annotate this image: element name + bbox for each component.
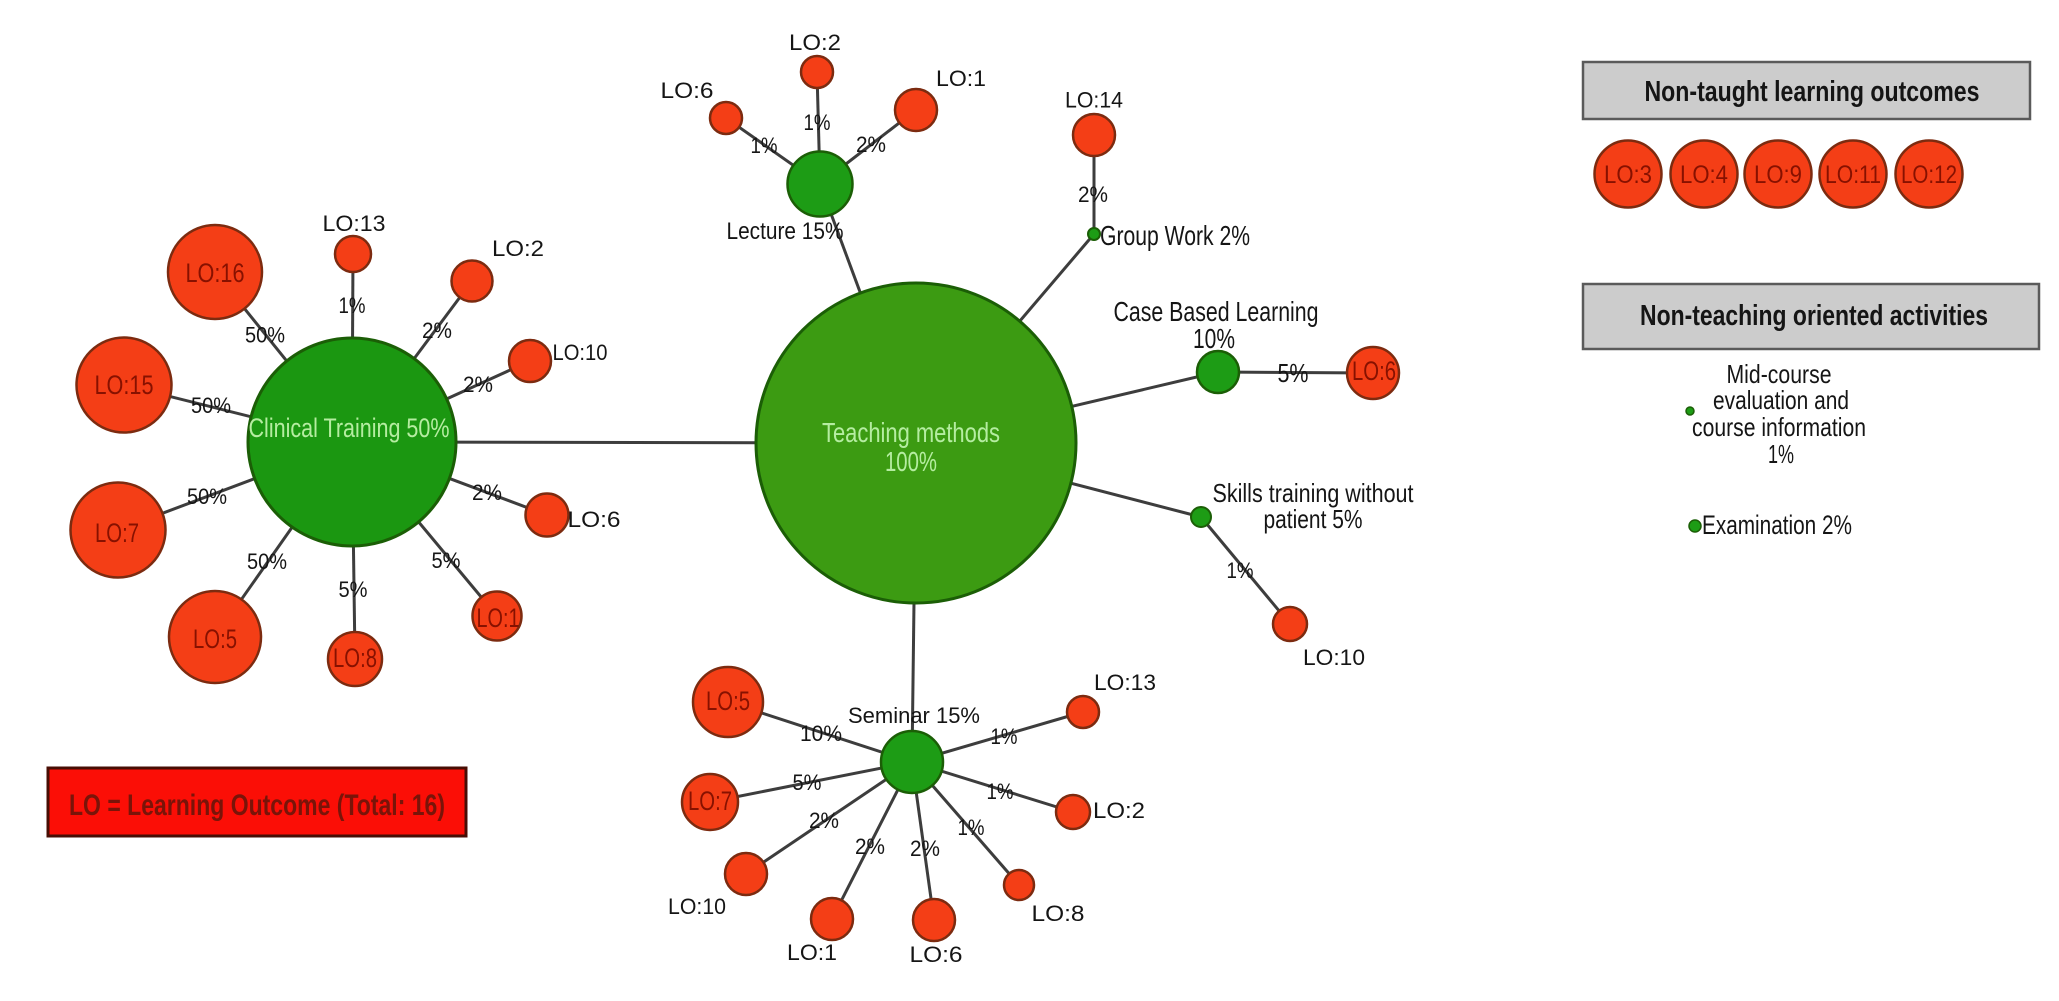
svg-text:LO:7: LO:7 <box>688 786 732 816</box>
svg-text:2%: 2% <box>910 836 940 861</box>
svg-text:Case Based Learning: Case Based Learning <box>1114 296 1319 327</box>
svg-text:Examination 2%: Examination 2% <box>1702 510 1852 540</box>
svg-text:LO:12: LO:12 <box>1901 161 1957 189</box>
svg-text:2%: 2% <box>809 808 839 833</box>
svg-text:50%: 50% <box>191 393 231 418</box>
svg-text:LO:10: LO:10 <box>553 340 608 365</box>
svg-text:LO:1: LO:1 <box>936 66 986 91</box>
svg-text:LO:2: LO:2 <box>789 30 841 55</box>
svg-text:LO:1: LO:1 <box>787 940 837 965</box>
svg-text:10%: 10% <box>1193 323 1235 354</box>
svg-text:LO:13: LO:13 <box>1094 670 1156 695</box>
svg-text:LO:15: LO:15 <box>95 370 154 400</box>
svg-text:Mid-course: Mid-course <box>1727 359 1832 389</box>
svg-text:LO = Learning Outcome (Total:: LO = Learning Outcome (Total: 16) <box>69 789 445 822</box>
svg-text:2%: 2% <box>856 132 886 157</box>
svg-text:LO:14: LO:14 <box>1065 88 1123 113</box>
svg-text:1%: 1% <box>991 724 1018 749</box>
svg-text:LO:2: LO:2 <box>1093 798 1145 823</box>
svg-text:LO:10: LO:10 <box>1303 645 1365 670</box>
svg-text:5%: 5% <box>432 548 461 573</box>
svg-text:2%: 2% <box>422 318 452 343</box>
svg-text:LO:10: LO:10 <box>668 894 726 919</box>
svg-text:2%: 2% <box>855 834 885 859</box>
svg-text:5%: 5% <box>793 770 822 795</box>
svg-text:LO:16: LO:16 <box>186 258 245 288</box>
svg-text:Lecture 15%: Lecture 15% <box>727 218 844 245</box>
svg-text:Teaching methods: Teaching methods <box>822 417 1000 448</box>
svg-text:LO:8: LO:8 <box>1032 901 1085 926</box>
svg-text:100%: 100% <box>885 446 937 477</box>
svg-text:Non-teaching oriented activiti: Non-teaching oriented activities <box>1640 300 1988 332</box>
svg-text:LO:1: LO:1 <box>477 603 520 633</box>
svg-text:Skills training without: Skills training without <box>1213 478 1415 508</box>
svg-text:LO:3: LO:3 <box>1604 161 1652 189</box>
svg-text:10%: 10% <box>800 721 842 746</box>
svg-text:5%: 5% <box>339 577 368 602</box>
svg-text:50%: 50% <box>245 323 285 348</box>
svg-text:Non-taught learning outcomes: Non-taught learning outcomes <box>1645 76 1980 108</box>
svg-text:1%: 1% <box>751 133 778 158</box>
svg-text:50%: 50% <box>187 484 227 509</box>
svg-text:LO:2: LO:2 <box>492 236 544 261</box>
svg-text:Seminar 15%: Seminar 15% <box>848 703 980 728</box>
svg-text:5%: 5% <box>1278 358 1309 388</box>
svg-text:LO:8: LO:8 <box>333 643 377 673</box>
svg-text:LO:13: LO:13 <box>323 211 386 236</box>
svg-text:50%: 50% <box>247 549 287 574</box>
svg-text:1%: 1% <box>1227 558 1254 583</box>
svg-text:1%: 1% <box>339 293 366 318</box>
svg-text:course information: course information <box>1692 412 1866 442</box>
svg-text:LO:4: LO:4 <box>1680 161 1728 189</box>
svg-text:LO:5: LO:5 <box>193 624 237 654</box>
svg-text:evaluation and: evaluation and <box>1713 385 1849 415</box>
svg-text:patient 5%: patient 5% <box>1264 504 1363 534</box>
svg-text:LO:6: LO:6 <box>910 942 963 967</box>
svg-text:LO:7: LO:7 <box>95 518 139 548</box>
svg-text:1%: 1% <box>958 815 985 840</box>
svg-text:LO:9: LO:9 <box>1754 161 1802 189</box>
svg-text:LO:6: LO:6 <box>661 78 714 103</box>
svg-text:1%: 1% <box>804 110 831 135</box>
svg-text:2%: 2% <box>463 372 493 397</box>
svg-text:Group Work 2%: Group Work 2% <box>1100 220 1250 251</box>
svg-text:LO:6: LO:6 <box>1352 356 1396 386</box>
svg-text:Clinical Training 50%: Clinical Training 50% <box>249 413 450 443</box>
svg-text:LO:5: LO:5 <box>706 686 750 716</box>
svg-text:2%: 2% <box>472 480 502 505</box>
svg-text:1%: 1% <box>987 779 1014 804</box>
svg-text:1%: 1% <box>1768 439 1794 469</box>
svg-text:2%: 2% <box>1078 182 1108 207</box>
svg-text:LO:11: LO:11 <box>1825 161 1881 189</box>
svg-text:LO:6: LO:6 <box>568 507 621 532</box>
